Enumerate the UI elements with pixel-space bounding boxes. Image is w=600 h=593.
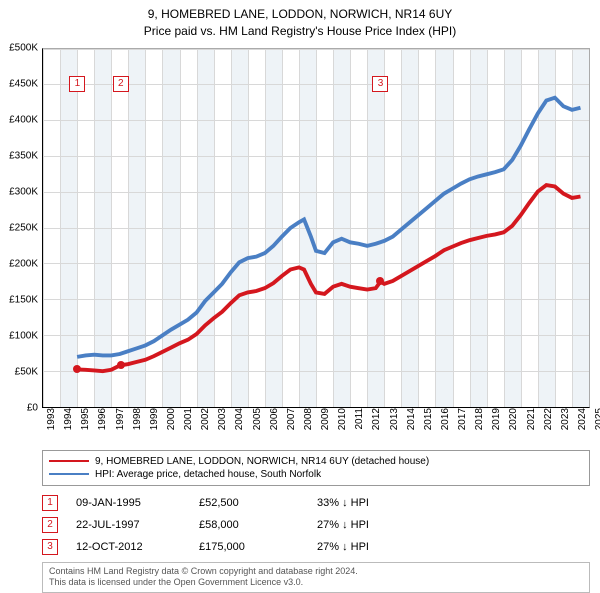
chart-lines-svg (43, 49, 589, 407)
x-axis-label: 2021 (524, 408, 537, 430)
price-marker-label: 1 (69, 76, 85, 92)
x-axis-label: 2003 (215, 408, 228, 430)
price-marker-label: 3 (372, 76, 388, 92)
transaction-row: 2 22-JUL-1997 £58,000 27% ↓ HPI (42, 514, 590, 536)
x-axis-label: 2008 (301, 408, 314, 430)
transaction-date: 09-JAN-1995 (76, 497, 181, 509)
x-axis-label: 2000 (164, 408, 177, 430)
x-axis-label: 2020 (506, 408, 519, 430)
x-axis-label: 1999 (147, 408, 160, 430)
x-axis-label: 2007 (284, 408, 297, 430)
chart-area: 123 199319941995199619971998199920002001… (42, 48, 590, 408)
y-axis-label: £250K (9, 222, 42, 233)
y-axis-label: £150K (9, 294, 42, 305)
plot-area: 1 2 3 (42, 48, 590, 408)
legend-label: HPI: Average price, detached house, Sout… (95, 469, 321, 480)
x-axis-label: 2017 (455, 408, 468, 430)
x-axis-label: 2012 (369, 408, 382, 430)
transaction-price: £175,000 (199, 541, 299, 553)
x-axis-label: 2014 (404, 408, 417, 430)
transaction-marker-box: 3 (42, 539, 58, 555)
x-axis-label: 2023 (558, 408, 571, 430)
title-line-1: 9, HOMEBRED LANE, LODDON, NORWICH, NR14 … (0, 6, 600, 23)
transaction-row: 1 09-JAN-1995 £52,500 33% ↓ HPI (42, 492, 590, 514)
transaction-delta: 27% ↓ HPI (317, 541, 417, 553)
legend-row: HPI: Average price, detached house, Sout… (49, 468, 583, 481)
chart-title-block: 9, HOMEBRED LANE, LODDON, NORWICH, NR14 … (0, 0, 600, 40)
price-marker-dot (376, 277, 384, 285)
x-axis-label: 2005 (250, 408, 263, 430)
transaction-marker-box: 1 (42, 495, 58, 511)
x-axis-label: 1997 (113, 408, 126, 430)
price-marker-label: 2 (113, 76, 129, 92)
x-axis-label: 2006 (267, 408, 280, 430)
y-axis-label: £400K (9, 114, 42, 125)
y-axis-label: £350K (9, 150, 42, 161)
transaction-delta: 33% ↓ HPI (317, 497, 417, 509)
transaction-table: 1 09-JAN-1995 £52,500 33% ↓ HPI 2 22-JUL-1997… (42, 492, 590, 558)
x-axis-label: 1995 (78, 408, 91, 430)
y-axis-label: £500K (9, 42, 42, 53)
footnote-line-1: Contains HM Land Registry data © Crown c… (49, 566, 583, 578)
transaction-date: 22-JUL-1997 (76, 519, 181, 531)
transaction-price: £52,500 (199, 497, 299, 509)
y-axis-label: £300K (9, 186, 42, 197)
x-axis-label: 2004 (232, 408, 245, 430)
x-axis-label: 2001 (181, 408, 194, 430)
x-axis-label: 2002 (198, 408, 211, 430)
legend-label: 9, HOMEBRED LANE, LODDON, NORWICH, NR14 … (95, 456, 429, 467)
transaction-row: 3 12-OCT-2012 £175,000 27% ↓ HPI (42, 536, 590, 558)
y-axis-label: £50K (15, 366, 42, 377)
x-axis-label: 2015 (421, 408, 434, 430)
transaction-marker-box: 2 (42, 517, 58, 533)
x-axis-label: 1998 (130, 408, 143, 430)
gridline-v (589, 49, 590, 407)
y-axis-label: £200K (9, 258, 42, 269)
y-axis-label: £100K (9, 330, 42, 341)
transaction-date: 12-OCT-2012 (76, 541, 181, 553)
x-axis-label: 2024 (575, 408, 588, 430)
x-axis-label: 1994 (61, 408, 74, 430)
x-axis-label: 2025 (592, 408, 600, 430)
x-axis-label: 2019 (489, 408, 502, 430)
price-marker-dot (117, 361, 125, 369)
x-axis-label: 1993 (44, 408, 57, 430)
legend-row: 9, HOMEBRED LANE, LODDON, NORWICH, NR14 … (49, 455, 583, 468)
x-axis-label: 2009 (318, 408, 331, 430)
x-axis-label: 2016 (438, 408, 451, 430)
legend-swatch (49, 460, 89, 462)
y-axis-label: £0 (27, 402, 42, 413)
legend: 9, HOMEBRED LANE, LODDON, NORWICH, NR14 … (42, 450, 590, 486)
price-marker-dot (73, 365, 81, 373)
footnote-line-2: This data is licensed under the Open Gov… (49, 577, 583, 589)
x-axis-label: 2018 (472, 408, 485, 430)
footnote: Contains HM Land Registry data © Crown c… (42, 562, 590, 593)
series-hpi (77, 97, 580, 356)
x-axis-label: 1996 (95, 408, 108, 430)
x-axis-label: 2013 (387, 408, 400, 430)
x-axis-label: 2010 (335, 408, 348, 430)
transaction-delta: 27% ↓ HPI (317, 519, 417, 531)
legend-swatch (49, 473, 89, 475)
transaction-price: £58,000 (199, 519, 299, 531)
y-axis-label: £450K (9, 78, 42, 89)
x-axis-label: 2011 (352, 408, 365, 430)
title-line-2: Price paid vs. HM Land Registry's House … (0, 23, 600, 40)
x-axis-label: 2022 (541, 408, 554, 430)
